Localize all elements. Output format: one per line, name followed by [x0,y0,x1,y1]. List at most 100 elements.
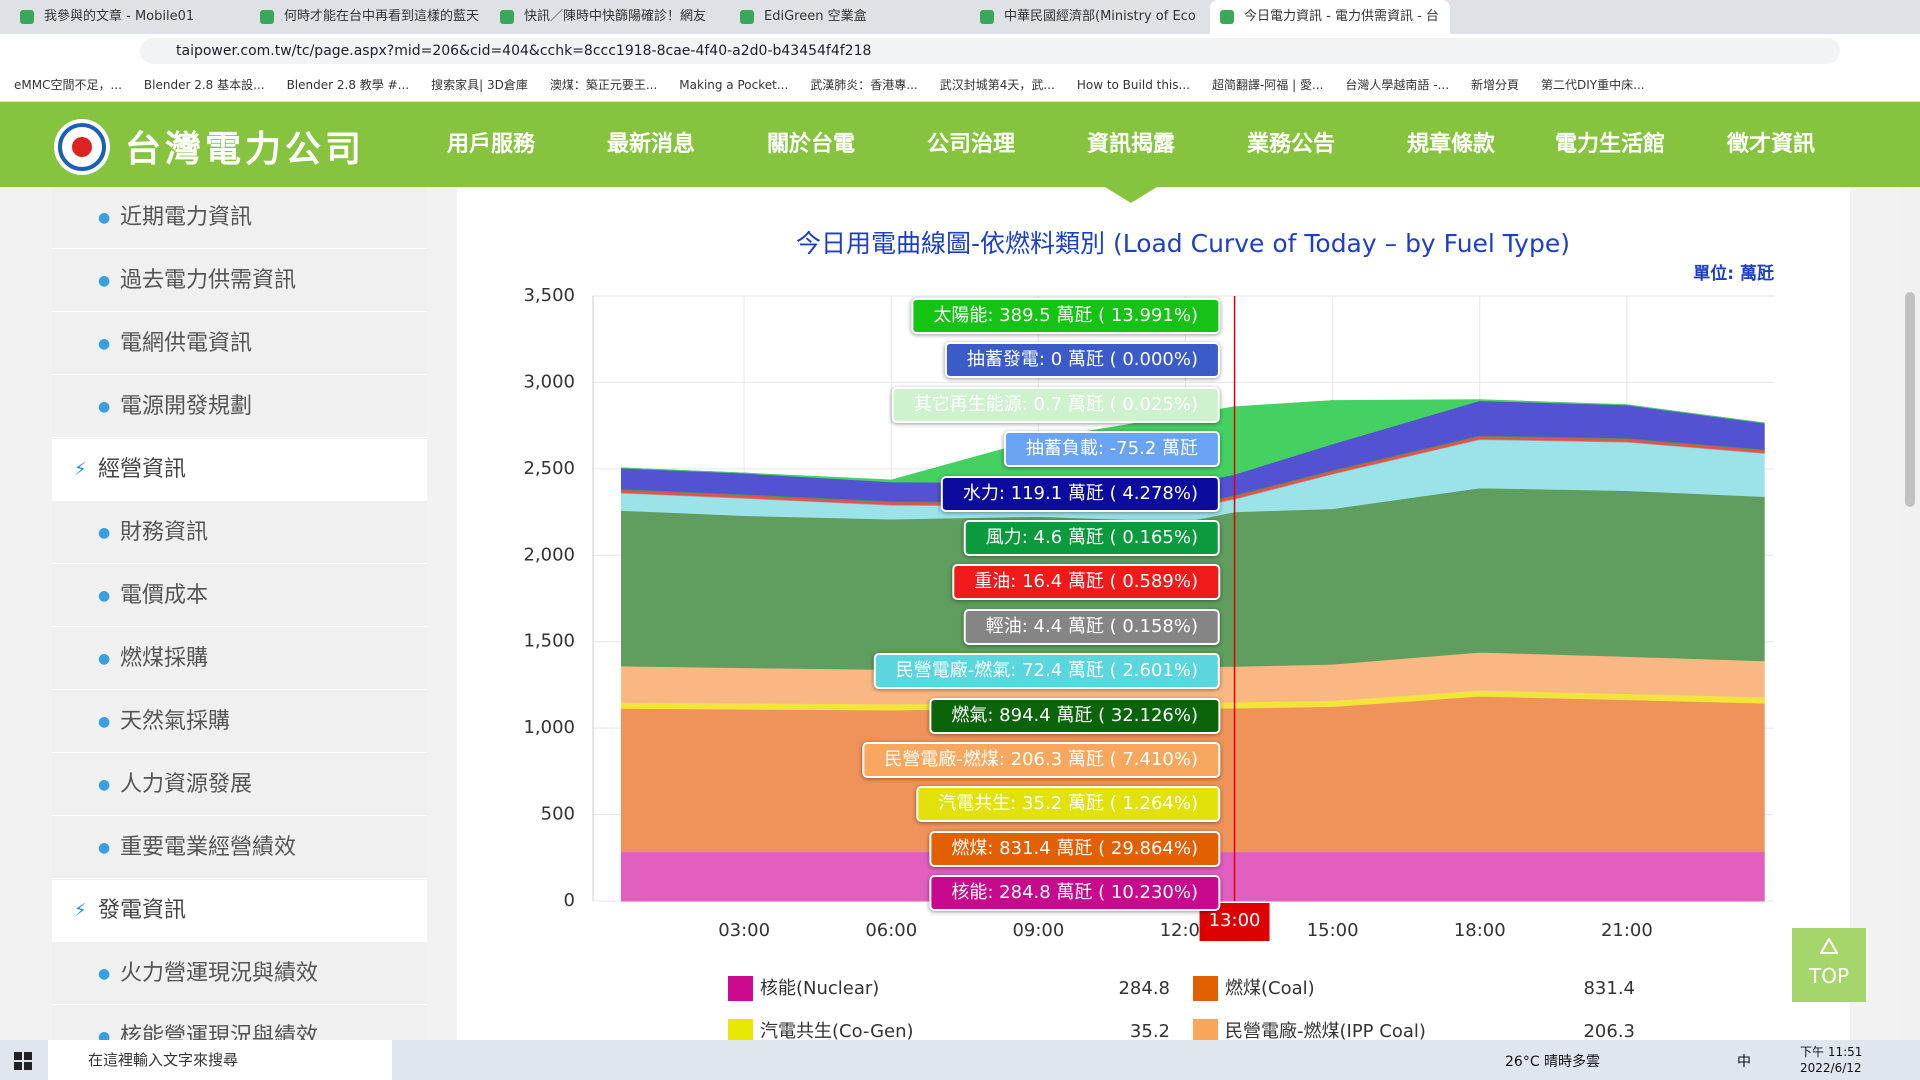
tooltip-item: 水力: 119.1 萬瓩 ( 4.278%) [940,475,1220,512]
taskbar: 在這裡輸入文字來搜尋 26°C 晴時多雲 中 下午 11:51 2022/6/1… [0,1040,1920,1080]
bookmark[interactable]: 台灣人學越南語 -... [1345,78,1450,92]
x-tick-label: 21:00 [1601,920,1653,941]
bullet: ● [98,588,111,604]
tooltip-item: 太陽能: 389.5 萬瓩 ( 13.991%) [911,298,1220,334]
nav-item[interactable]: 規章條款 [1406,132,1496,157]
sidebar-item[interactable]: 重要電業經營績效 ● [52,817,427,879]
y-tick-label: 0 [564,890,575,911]
cursor-label: 13:00 [1209,910,1261,931]
tooltip-item: 其它再生能源: 0.7 萬瓩 ( 0.025%) [891,386,1220,423]
nav-item[interactable]: 公司治理 [926,132,1016,157]
tooltip-item: 燃氣: 894.4 萬瓩 ( 32.126%) [929,697,1220,734]
bullet: ● [98,210,111,226]
chart-title: 今日用電曲線圖-依燃料類別 (Load Curve of Today – by … [796,229,1570,258]
y-tick-label: 1,000 [523,717,575,738]
bookmark[interactable]: Blender 2.8 教學 #... [286,78,410,92]
logo-icon [54,119,110,175]
sidebar-item[interactable]: 電價成本 ● [52,565,427,627]
unit-label: 單位: 萬瓩 [1693,263,1774,284]
y-tick-label: 1,500 [523,631,575,652]
tooltip-item: 輕油: 4.4 萬瓩 ( 0.158%) [963,608,1220,645]
nav-item[interactable]: 業務公告 [1246,132,1336,157]
sidebar-item[interactable]: 財務資訊 ● [52,502,427,564]
nav-item[interactable]: 徵才資訊 [1726,132,1816,157]
sidebar-item[interactable]: 過去電力供需資訊 ● [52,250,427,312]
site-nav: 用戶服務 最新消息 關於台電 公司治理 資訊揭露 業務公告 規章條款 電力生活館 徵才資訊 [0,102,1920,203]
bullet: ● [98,336,111,352]
x-tick-label: 03:00 [718,920,770,941]
y-tick-label: 2,000 [523,544,575,565]
bookmark[interactable]: How to Build this... [1076,78,1190,92]
legend-value: 831.4 [1583,978,1635,999]
bullet: ● [98,651,111,667]
start-icon[interactable] [14,1052,32,1070]
bookmark[interactable]: Blender 2.8 基本設... [143,78,265,92]
sidebar-item[interactable]: 電源開發規劃 ● [52,376,427,438]
sidebar-item[interactable]: 火力營運現況與績效 ● [52,943,427,1005]
tab[interactable]: 快訊／陳時中快篩陽確診！網友 [490,0,730,34]
top-button[interactable]: TOP [1792,928,1866,1002]
tab[interactable]: EdiGreen 空業盒 [730,0,970,34]
nav-item[interactable]: 關於台電 [766,132,856,157]
bullet: ● [98,966,111,982]
nav-item[interactable]: 資訊揭露 [1086,132,1176,157]
tab[interactable]: 何時才能在台中再看到這樣的藍天 [250,0,490,34]
x-tick-label: 09:00 [1012,920,1064,941]
legend-swatch [1193,976,1218,1001]
bullet: ● [98,399,111,415]
tooltip-item: 燃煤: 831.4 萬瓩 ( 29.864%) [929,830,1220,867]
logo-text: 台灣電力公司 [125,128,366,170]
legend-value: 284.8 [1118,978,1170,999]
address-bar[interactable]: taipower.com.tw/tc/page.aspx?mid=206&cid… [140,38,1840,64]
bookmark[interactable]: Making a Pocket... [679,78,789,92]
bookmark[interactable]: 新增分頁 [1471,78,1520,92]
bookmark[interactable]: 搜索家具| 3D倉庫 [431,78,528,92]
tooltip-item: 民營電廠-燃氣: 72.4 萬瓩 ( 2.601%) [873,653,1220,690]
bullet: ● [98,840,111,856]
tab[interactable]: 我參與的文章 - Mobile01 [10,0,250,34]
x-tick-label: 06:00 [865,920,917,941]
bookmark[interactable]: 超简翻譯-阿福 | 愛... [1211,78,1324,92]
tab[interactable]: 今日電力資訊 - 電力供需資訊 - 台 [1210,0,1450,34]
bookmark[interactable]: 武汉封城第4天，武... [939,78,1055,92]
clock-time: 下午 11:51 [1800,1045,1863,1059]
sidebar-item[interactable]: 天然氣採購 ● [52,691,427,753]
search-box[interactable]: 在這裡輸入文字來搜尋 [48,1040,392,1080]
bullet: ● [98,525,111,541]
tab-bar: 我參與的文章 - Mobile01 何時才能在台中再看到這樣的藍天 快訊／陳時中快篩… [0,0,1920,34]
clock-date: 2022/6/12 [1800,1061,1862,1075]
top-label: TOP [1808,964,1850,988]
bookmarks-bar: eMMC空間不足，... Blender 2.8 基本設... Blender 2.… [0,68,1920,102]
sidebar-item[interactable]: 發電資訊 ⚡ [52,880,427,942]
nav-item[interactable]: 電力生活館 [1554,132,1666,157]
bolt-icon: ⚡ [74,459,87,480]
legend-value: 206.3 [1583,1021,1635,1042]
legend-swatch [728,1019,753,1044]
bookmark[interactable]: eMMC空間不足，... [14,78,122,92]
scrollbar[interactable] [1900,102,1920,1040]
legend-name: 民營電廠-燃煤(IPP Coal) [1225,1021,1426,1042]
bookmark[interactable]: 武漢肺炎：香港專... [810,78,918,92]
legend-value: 35.2 [1129,1021,1170,1042]
sidebar-item[interactable]: 人力資源發展 ● [52,754,427,816]
tooltip-item: 汽電共生: 35.2 萬瓩 ( 1.264%) [916,786,1220,823]
sidebar-item[interactable]: 電網供電資訊 ● [52,313,427,375]
y-tick-label: 2,500 [523,458,575,479]
nav-item[interactable]: 用戶服務 [446,132,536,157]
legend-name: 汽電共生(Co-Gen) [760,1021,914,1042]
bullet: ● [98,777,111,793]
x-tick-label: 12:00 [1160,920,1212,941]
legend-name: 燃煤(Coal) [1225,978,1315,999]
legend-swatch [728,976,753,1001]
tab[interactable]: 中華民國經濟部(Ministry of Eco [970,0,1210,34]
sidebar-item[interactable]: 燃煤採購 ● [52,628,427,690]
bookmark[interactable]: 澳煤：築正元要王... [549,78,658,92]
nav-item[interactable]: 最新消息 [606,132,696,157]
sidebar-item[interactable]: 近期電力資訊 ● [52,187,427,249]
tooltip-item: 抽蓄發電: 0 萬瓩 ( 0.000%) [944,342,1220,379]
legend-name: 核能(Nuclear) [760,978,880,999]
bookmark[interactable]: 第二代DIY重中床... [1541,78,1645,92]
tooltip-item: 核能: 284.8 萬瓩 ( 10.230%) [929,875,1220,912]
sidebar-item[interactable]: 經營資訊 ⚡ [52,439,427,501]
